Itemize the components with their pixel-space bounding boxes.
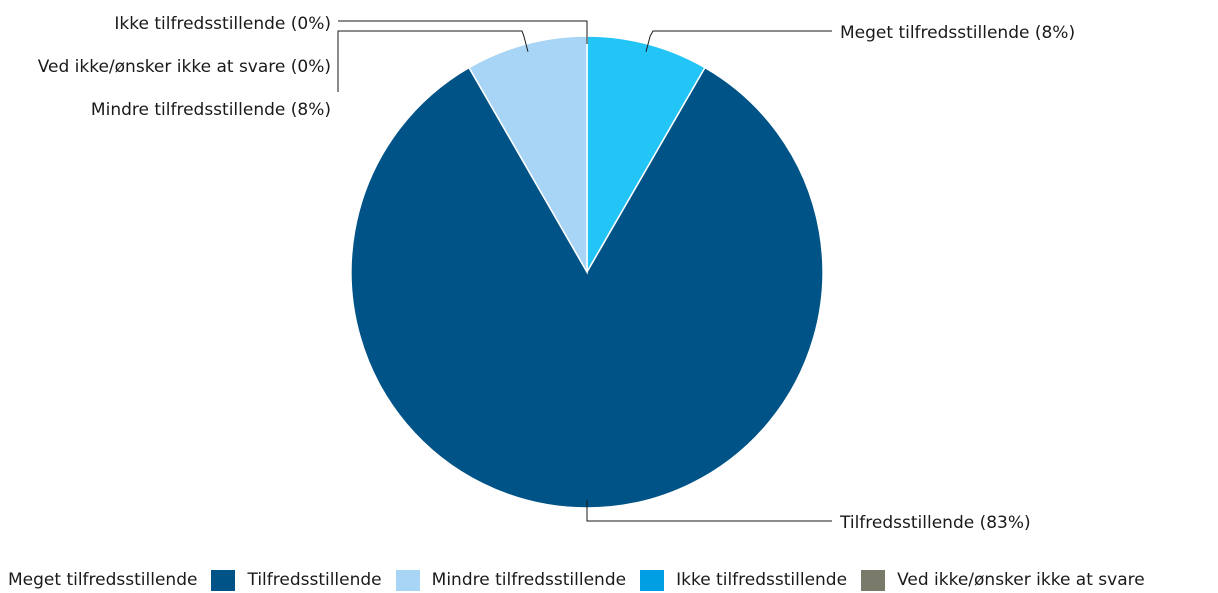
slice-label-ikke: Ikke tilfredsstillende (0%) — [114, 14, 331, 34]
legend-item-ikke: Ikke tilfredsstillende — [626, 569, 848, 591]
legend-swatch — [395, 569, 420, 591]
legend-swatch — [640, 569, 665, 591]
slice-label-ved-ikke: Ved ikke/ønsker ikke at svare (0%) — [38, 57, 331, 77]
slice-label-tilfredsstillende: Tilfredsstillende (83%) — [839, 513, 1031, 533]
leader-line-mindre — [337, 30, 529, 92]
slice-label-meget: Meget tilfredsstillende (8%) — [840, 23, 1075, 43]
leader-line-ikke — [338, 20, 588, 44]
legend-item-ved-ikke: Ved ikke/ønsker ikke at svare — [847, 569, 1145, 591]
pie-chart: Meget tilfredsstillende (8%) Tilfredsstil… — [38, 14, 1075, 533]
legend-item-meget: Meget tilfredsstillende — [8, 570, 197, 590]
legend-label: Ved ikke/ønsker ikke at svare — [897, 570, 1145, 590]
leader-line-meget — [645, 30, 832, 52]
legend-swatch — [861, 569, 886, 591]
legend-label: Meget tilfredsstillende — [8, 570, 198, 590]
legend-swatch — [211, 569, 236, 591]
legend-item-mindre: Mindre tilfredsstillende — [382, 569, 627, 591]
legend: Meget tilfredsstillende Tilfredsstillend… — [8, 567, 1145, 593]
leader-line-tilfredsstillende — [586, 500, 832, 522]
legend-label: Ikke tilfredsstillende — [676, 570, 848, 590]
legend-item-tilfredsstillende: Tilfredsstillende — [197, 569, 382, 591]
legend-label: Mindre tilfredsstillende — [431, 570, 627, 590]
legend-label: Tilfredsstillende — [247, 570, 382, 590]
slice-label-mindre: Mindre tilfredsstillende (8%) — [91, 100, 331, 120]
